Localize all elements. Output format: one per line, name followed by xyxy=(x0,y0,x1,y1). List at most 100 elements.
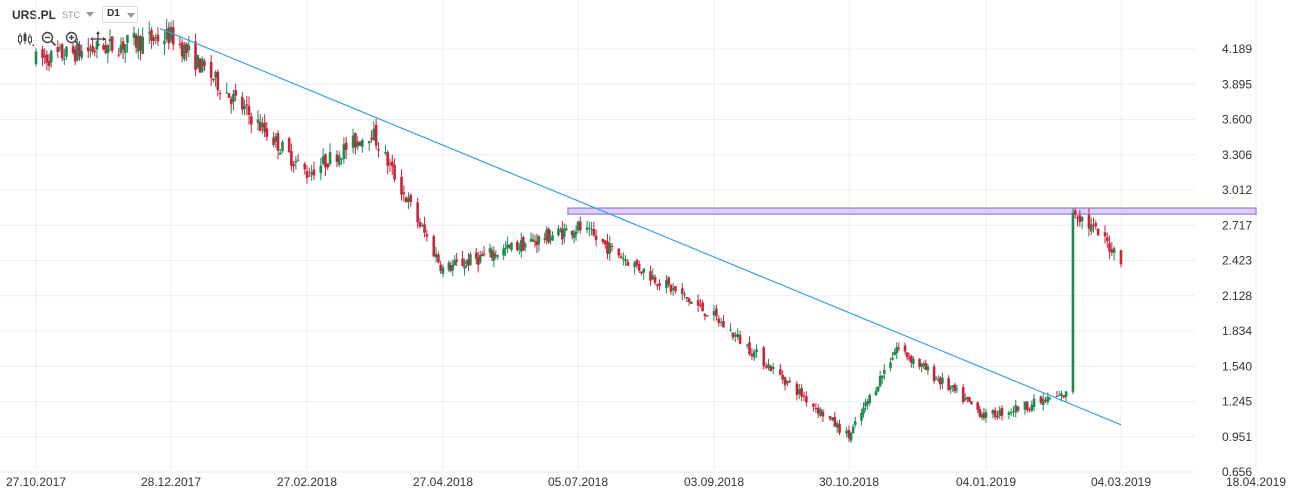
candle-body xyxy=(358,141,362,146)
candle-body xyxy=(180,42,184,57)
candle-body xyxy=(649,271,652,281)
candle-body xyxy=(845,430,848,434)
candle-body xyxy=(312,169,316,176)
x-tick-label: 30.10.2018 xyxy=(819,475,879,489)
candle-body xyxy=(216,71,220,91)
candle-body xyxy=(1014,405,1018,413)
candle-body xyxy=(243,106,246,110)
candle-body xyxy=(121,41,125,50)
candle-body xyxy=(559,230,562,232)
candle-body xyxy=(1096,228,1100,236)
candle-body xyxy=(918,358,921,367)
candle-body xyxy=(1048,398,1052,400)
candle-body xyxy=(851,426,855,434)
candle-body xyxy=(225,92,229,94)
candle-body xyxy=(543,238,547,240)
candle-body xyxy=(367,140,371,144)
candle-body xyxy=(976,402,979,410)
candle-body xyxy=(882,369,886,374)
x-tick-label: 04.01.2019 xyxy=(956,475,1016,489)
candle-body xyxy=(578,221,582,231)
candle-body xyxy=(1073,210,1077,216)
candle-body xyxy=(551,235,554,241)
candle-body xyxy=(310,171,313,175)
zoom-in-icon[interactable] xyxy=(64,30,82,48)
candle-body xyxy=(296,159,300,161)
candle-body xyxy=(912,358,915,364)
candle-body xyxy=(152,37,155,41)
candle-body xyxy=(1023,401,1027,410)
candles-icon[interactable] xyxy=(16,30,34,48)
candle-body xyxy=(690,301,693,304)
candle-body xyxy=(982,413,986,419)
candle-body xyxy=(384,152,387,154)
timeframe-select[interactable]: D1 xyxy=(102,6,138,23)
candle-body xyxy=(1112,248,1116,253)
candle-body xyxy=(104,45,107,53)
candle-body xyxy=(504,247,507,249)
candle-body xyxy=(420,225,424,227)
candle-body xyxy=(523,244,527,248)
candle-body xyxy=(229,98,233,105)
candle-body xyxy=(734,334,737,337)
symbol-label: URS.PL xyxy=(12,8,57,22)
candle-body xyxy=(622,258,625,260)
candle-body xyxy=(281,141,284,152)
candle-body xyxy=(696,300,700,306)
zoom-out-icon[interactable] xyxy=(40,30,58,48)
candle-body xyxy=(891,357,894,360)
y-tick-label: 0.951 xyxy=(1222,430,1252,444)
candle-body xyxy=(154,37,158,39)
candle-body xyxy=(474,252,478,259)
candle-body xyxy=(729,329,732,331)
candle-body xyxy=(1025,401,1029,410)
candle-body xyxy=(966,397,969,399)
candle-body xyxy=(812,403,815,407)
candle-body xyxy=(637,264,641,271)
candle-body xyxy=(209,61,213,78)
candle-body xyxy=(150,29,153,41)
candle-body xyxy=(519,240,523,252)
candle-body xyxy=(261,122,264,128)
candle-body xyxy=(227,93,231,98)
candle-body xyxy=(963,398,967,400)
candle-body xyxy=(656,284,659,287)
candle-body xyxy=(547,228,550,243)
candle-body xyxy=(1062,395,1066,398)
candle-body xyxy=(755,349,758,352)
candle-body xyxy=(1032,398,1036,408)
candle-body xyxy=(492,252,496,261)
candle-body xyxy=(508,244,511,247)
candle-body xyxy=(941,377,944,384)
candle-body xyxy=(537,236,541,245)
candle-body xyxy=(1105,237,1109,242)
x-tick-label: 27.02.2018 xyxy=(277,475,337,489)
candle-body xyxy=(535,241,539,246)
candle-body xyxy=(198,58,202,73)
candle-body xyxy=(63,58,66,60)
candle-body xyxy=(769,366,773,372)
candle-body xyxy=(633,262,636,268)
candle-body xyxy=(480,254,484,257)
candle-body xyxy=(665,279,668,289)
exchange-label[interactable]: STC xyxy=(62,10,80,20)
candle-body xyxy=(86,47,90,52)
candle-body xyxy=(102,45,105,50)
y-tick-label: 3.895 xyxy=(1222,77,1252,91)
candle-body xyxy=(1064,391,1068,397)
x-tick-label: 03.09.2018 xyxy=(684,475,744,489)
exchange-dropdown-icon[interactable] xyxy=(86,12,94,17)
candle-body xyxy=(402,192,406,195)
y-tick-label: 1.834 xyxy=(1222,324,1252,338)
candle-body xyxy=(687,298,691,303)
candle-body xyxy=(936,380,940,382)
candle-body xyxy=(265,128,269,137)
candle-body xyxy=(608,242,612,254)
candle-body xyxy=(961,387,965,402)
candle-body xyxy=(232,94,235,102)
candle-body xyxy=(510,242,513,250)
candle-body xyxy=(516,241,519,251)
candle-body xyxy=(996,416,999,418)
candle-body xyxy=(1000,408,1004,416)
